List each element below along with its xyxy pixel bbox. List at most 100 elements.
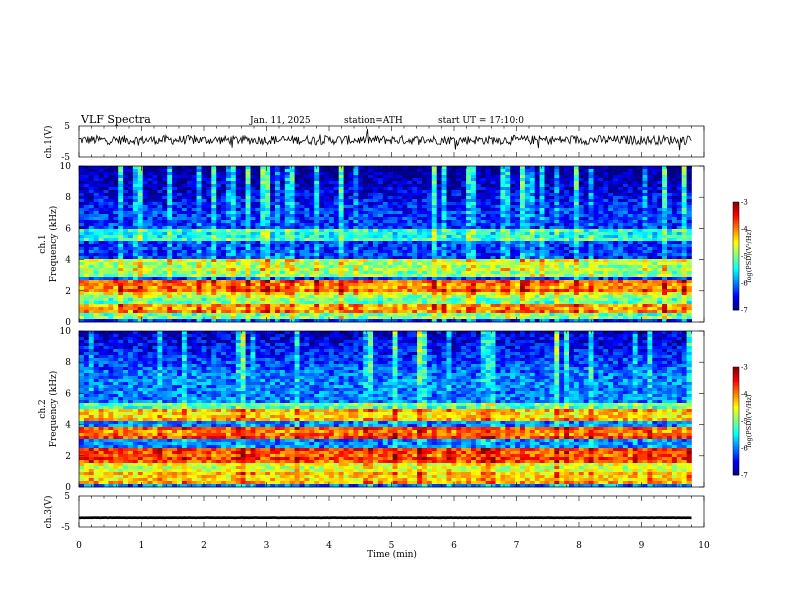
spectrogram-cell xyxy=(662,241,667,244)
spectrogram-cell xyxy=(486,172,491,175)
spectrogram-cell xyxy=(510,184,515,187)
spectrogram-cell xyxy=(402,241,407,244)
spectrogram-cell xyxy=(221,247,226,250)
spectrogram-cell xyxy=(99,238,104,241)
spectrogram-cell xyxy=(638,250,643,253)
spectrogram-cell xyxy=(461,214,466,217)
spectrogram-cell xyxy=(344,223,349,226)
spectrogram-cell xyxy=(265,211,270,214)
spectrogram-cell xyxy=(260,238,265,241)
spectrogram-cell xyxy=(393,229,398,232)
spectrogram-cell xyxy=(118,166,123,169)
spectrogram-cell xyxy=(643,241,648,244)
spectrogram-cell xyxy=(466,226,471,229)
spectrogram-cell xyxy=(496,211,501,214)
spectrogram-cell xyxy=(662,217,667,220)
spectrogram-cell xyxy=(202,232,207,235)
spectrogram-cell xyxy=(84,277,89,280)
spectrogram-cell xyxy=(187,268,192,271)
spectrogram-cell xyxy=(290,253,295,256)
spectrogram-cell xyxy=(182,262,187,265)
spectrogram-cell xyxy=(373,271,378,274)
spectrogram-cell xyxy=(432,178,437,181)
spectrogram-cell xyxy=(231,214,236,217)
spectrogram-cell xyxy=(368,274,373,277)
spectrogram-cell xyxy=(270,205,275,208)
spectrogram-cell xyxy=(304,208,309,211)
spectrogram-cell xyxy=(113,238,118,241)
spectrogram-cell xyxy=(491,217,496,220)
spectrogram-cell xyxy=(530,193,535,196)
spectrogram-cell xyxy=(202,223,207,226)
spectrogram-cell xyxy=(525,214,530,217)
spectrogram-cell xyxy=(378,184,383,187)
spectrogram-cell xyxy=(99,181,104,184)
spectrogram-cell xyxy=(461,193,466,196)
spectrogram-cell xyxy=(535,244,540,247)
spectrogram-cell xyxy=(290,214,295,217)
spectrogram-cell xyxy=(143,232,148,235)
spectrogram-cell xyxy=(486,184,491,187)
spectrogram-cell xyxy=(682,202,687,205)
spectrogram-cell xyxy=(628,250,633,253)
spectrogram-cell xyxy=(378,220,383,223)
spectrogram-cell xyxy=(628,211,633,214)
spectrogram-cell xyxy=(383,166,388,169)
spectrogram-cell xyxy=(275,208,280,211)
spectrogram-cell xyxy=(545,199,550,202)
spectrogram-cell xyxy=(491,181,496,184)
spectrogram-cell xyxy=(260,175,265,178)
spectrogram-cell xyxy=(221,250,226,253)
spectrogram-cell xyxy=(672,247,677,250)
spectrogram-cell xyxy=(603,274,608,277)
spectrogram-cell xyxy=(349,181,354,184)
spectrogram-cell xyxy=(138,181,143,184)
spectrogram-cell xyxy=(574,181,579,184)
spectrogram-cell xyxy=(540,172,545,175)
spectrogram-cell xyxy=(442,211,447,214)
spectrogram-cell xyxy=(275,229,280,232)
spectrogram-cell xyxy=(339,169,344,172)
spectrogram-cell xyxy=(251,253,256,256)
spectrogram-cell xyxy=(334,253,339,256)
spectrogram-cell xyxy=(466,220,471,223)
spectrogram-cell xyxy=(471,190,476,193)
spectrogram-cell xyxy=(167,211,172,214)
spectrogram-cell xyxy=(687,196,692,199)
spectrogram-cell xyxy=(162,196,167,199)
spectrogram-cell xyxy=(236,247,241,250)
spectrogram-cell xyxy=(378,205,383,208)
spectrogram-cell xyxy=(598,268,603,271)
spectrogram-cell xyxy=(402,262,407,265)
spectrogram-cell xyxy=(295,184,300,187)
spectrogram-cell xyxy=(682,271,687,274)
spectrogram-cell xyxy=(618,232,623,235)
spectrogram-cell xyxy=(99,244,104,247)
spectrogram-cell xyxy=(589,256,594,259)
spectrogram-cell xyxy=(432,241,437,244)
spectrogram-cell xyxy=(657,250,662,253)
spectrogram-cell xyxy=(549,268,554,271)
spectrogram-cell xyxy=(363,214,368,217)
spectrogram-cell xyxy=(530,166,535,169)
spectrogram-cell xyxy=(329,253,334,256)
spectrogram-cell xyxy=(206,265,211,268)
spectrogram-cell xyxy=(368,268,373,271)
spectrogram-cell xyxy=(99,235,104,238)
spectrogram-cell xyxy=(148,172,153,175)
spectrogram-cell xyxy=(677,169,682,172)
spectrogram-cell xyxy=(427,208,432,211)
spectrogram-cell xyxy=(216,274,221,277)
spectrogram-cell xyxy=(412,238,417,241)
spectrogram-cell xyxy=(456,196,461,199)
spectrogram-cell xyxy=(442,226,447,229)
spectrogram-cell xyxy=(667,187,672,190)
spectrogram-cell xyxy=(530,196,535,199)
spectrogram-cell xyxy=(373,181,378,184)
spectrogram-cell xyxy=(505,253,510,256)
spectrogram-cell xyxy=(113,262,118,265)
spectrogram-cell xyxy=(344,175,349,178)
spectrogram-cell xyxy=(554,214,559,217)
spectrogram-cell xyxy=(162,250,167,253)
spectrogram-cell xyxy=(162,274,167,277)
